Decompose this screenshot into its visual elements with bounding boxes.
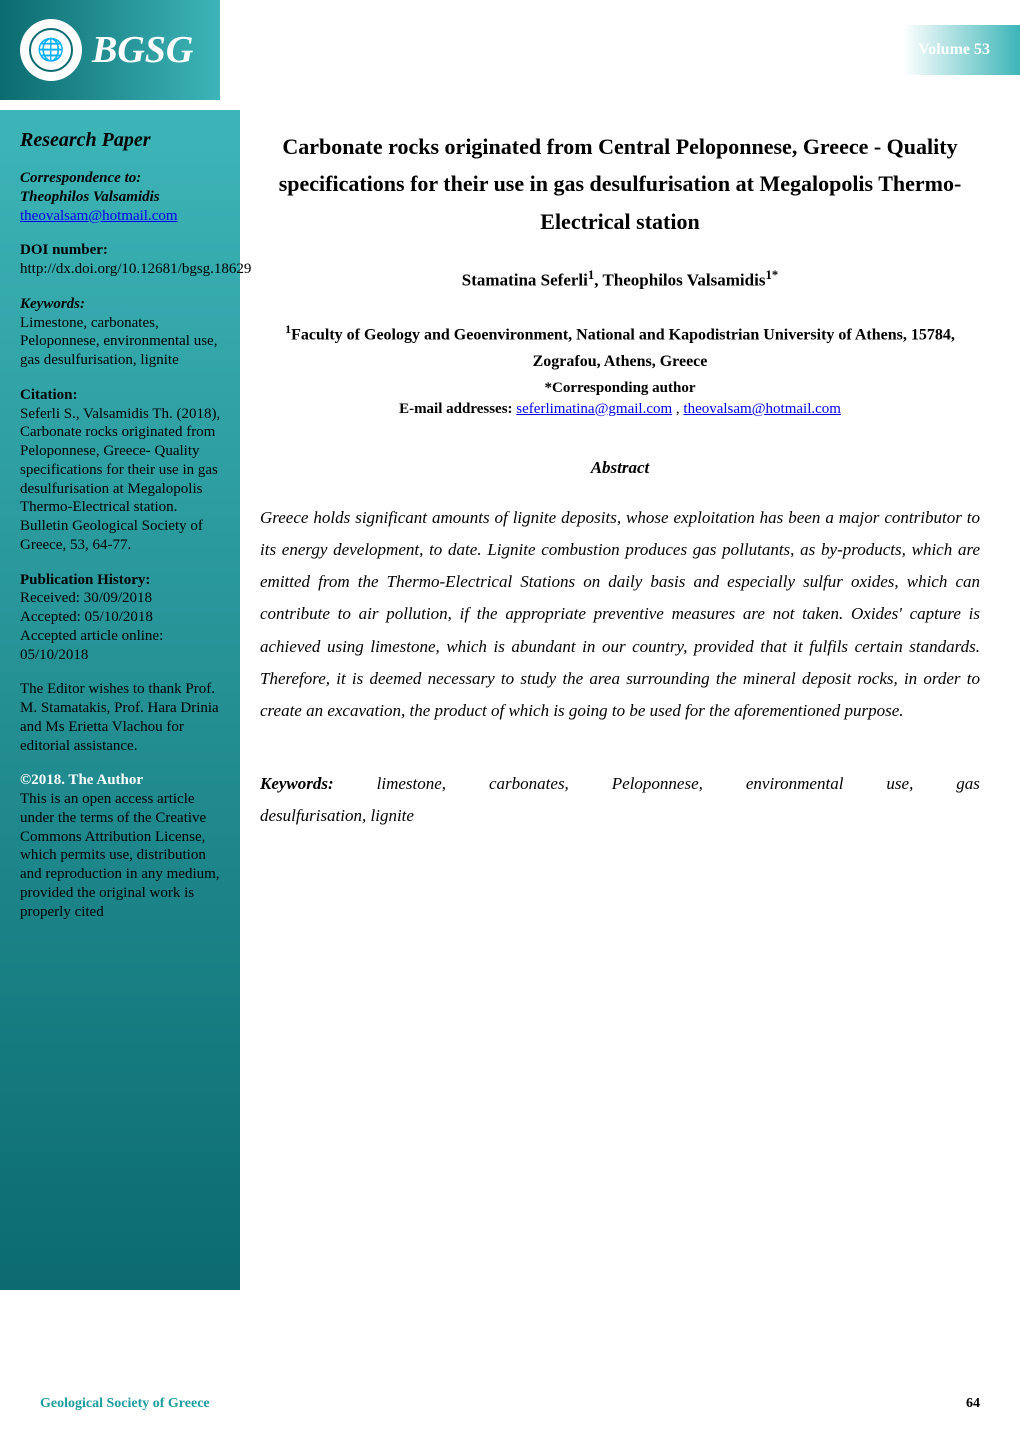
author-1-name: Stamatina Seferli bbox=[462, 271, 588, 290]
pubhist-label: Publication History: bbox=[20, 571, 226, 590]
main-keywords-label: Keywords: bbox=[260, 768, 334, 800]
keywords-line-1: Keywords: limestone, carbonates, Pelopon… bbox=[260, 768, 980, 800]
journal-logo: 🌐 bbox=[20, 19, 82, 81]
correspondence-name: Theophilos Valsamidis bbox=[20, 188, 226, 207]
publication-history-block: Publication History: Received: 30/09/201… bbox=[20, 571, 226, 665]
content-wrap: Research Paper Correspondence to: Theoph… bbox=[0, 110, 1020, 1290]
keywords-line-2: desulfurisation, lignite bbox=[260, 800, 980, 832]
article-title: Carbonate rocks originated from Central … bbox=[260, 128, 980, 240]
article-type-label: Research Paper bbox=[20, 128, 226, 153]
kw-w1: carbonates, bbox=[489, 768, 569, 800]
kw-w2: Peloponnese, bbox=[612, 768, 703, 800]
email-line: E-mail addresses: seferlimatina@gmail.co… bbox=[260, 401, 980, 418]
page-footer: Geological Society of Greece 64 bbox=[40, 1396, 980, 1412]
abstract-heading: Abstract bbox=[260, 458, 980, 478]
page-number: 64 bbox=[966, 1396, 980, 1412]
author-2-sup: 1* bbox=[765, 268, 778, 282]
copyright-label: ©2018. The Author bbox=[20, 771, 226, 790]
citation-text: Seferli S., Valsamidis Th. (2018), Carbo… bbox=[20, 405, 226, 555]
doi-text: http://dx.doi.org/10.12681/bgsg.18629 bbox=[20, 260, 226, 279]
sidebar: Research Paper Correspondence to: Theoph… bbox=[0, 110, 240, 1290]
kw-w5: gas bbox=[956, 768, 980, 800]
doi-label: DOI number: bbox=[20, 241, 226, 260]
license-text: This is an open access article under the… bbox=[20, 790, 226, 921]
author-1-sup: 1 bbox=[588, 268, 594, 282]
sidebar-keywords-block: Keywords: Limestone, carbonates, Pelopon… bbox=[20, 295, 226, 370]
abstract-body: Greece holds significant amounts of lign… bbox=[260, 502, 980, 728]
authors-line: Stamatina Seferli1, Theophilos Valsamidi… bbox=[260, 268, 980, 291]
header-logo-block: 🌐 BGSG bbox=[0, 0, 220, 100]
sidebar-keywords-label: Keywords: bbox=[20, 295, 226, 314]
main-column: Carbonate rocks originated from Central … bbox=[240, 110, 980, 1290]
citation-label: Citation: bbox=[20, 386, 226, 405]
affiliation-line: 1Faculty of Geology and Geoenvironment, … bbox=[260, 319, 980, 376]
sidebar-keywords-text: Limestone, carbonates, Peloponnese, envi… bbox=[20, 314, 226, 370]
corresponding-author-label: *Corresponding author bbox=[260, 380, 980, 397]
email-link-1[interactable]: seferlimatina@gmail.com bbox=[516, 401, 672, 417]
volume-label: Volume 53 bbox=[918, 41, 990, 59]
citation-block: Citation: Seferli S., Valsamidis Th. (20… bbox=[20, 386, 226, 555]
affiliation-text: Faculty of Geology and Geoenvironment, N… bbox=[291, 326, 955, 370]
doi-block: DOI number: http://dx.doi.org/10.12681/b… bbox=[20, 241, 226, 279]
email-link-2[interactable]: theovalsam@hotmail.com bbox=[683, 401, 841, 417]
pubhist-accepted: Accepted: 05/10/2018 bbox=[20, 608, 226, 627]
pubhist-online-label: Accepted article online: bbox=[20, 627, 226, 646]
editor-thanks: The Editor wishes to thank Prof. M. Stam… bbox=[20, 680, 226, 755]
author-2-name: Theophilos Valsamidis bbox=[602, 271, 765, 290]
pubhist-received: Received: 30/09/2018 bbox=[20, 589, 226, 608]
correspondence-label: Correspondence to: bbox=[20, 169, 226, 188]
journal-abbrev: BGSG bbox=[92, 28, 193, 72]
kw-w0: limestone, bbox=[377, 768, 446, 800]
email-label: E-mail addresses: bbox=[399, 401, 512, 417]
kw-w4: use, bbox=[886, 768, 913, 800]
license-block: ©2018. The Author This is an open access… bbox=[20, 771, 226, 921]
footer-journal-name: Geological Society of Greece bbox=[40, 1396, 210, 1412]
header-volume-bar: Volume 53 bbox=[240, 25, 1020, 75]
correspondence-email-link[interactable]: theovalsam@hotmail.com bbox=[20, 208, 178, 224]
kw-w3: environmental bbox=[746, 768, 844, 800]
pubhist-online-date: 05/10/2018 bbox=[20, 646, 226, 665]
journal-header: 🌐 BGSG Volume 53 bbox=[0, 0, 1020, 100]
correspondence-block: Correspondence to: Theophilos Valsamidis… bbox=[20, 169, 226, 225]
logo-globe-icon: 🌐 bbox=[29, 28, 73, 72]
main-keywords-block: Keywords: limestone, carbonates, Pelopon… bbox=[260, 768, 980, 833]
